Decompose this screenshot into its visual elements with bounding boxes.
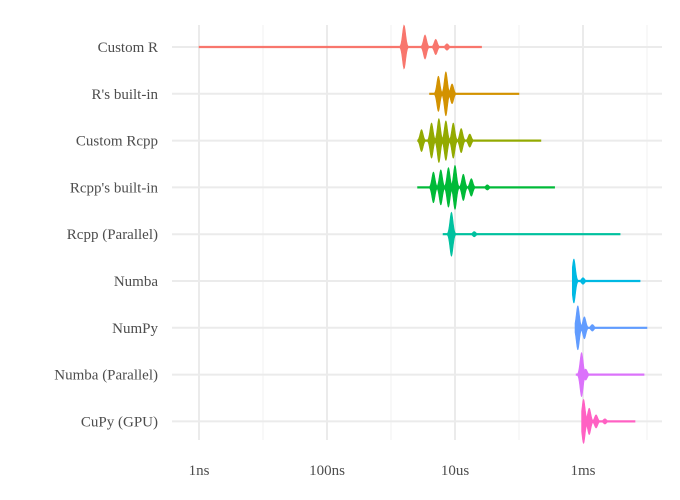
violin-r-s-built-in	[429, 71, 520, 117]
violin-numpy	[574, 305, 648, 351]
category-label: Custom R	[98, 40, 158, 56]
category-label: Numba (Parallel)	[54, 368, 158, 384]
x-axis-tick-layer: 1ns 100ns 10us 1ms	[189, 463, 596, 479]
category-label: R's built-in	[92, 87, 159, 103]
category-label: Rcpp (Parallel)	[67, 227, 158, 243]
x-tick-label: 10us	[441, 463, 470, 479]
violin-rcpp-s-built-in	[417, 165, 555, 210]
violin-numba-parallel	[575, 352, 645, 397]
category-label: Numba	[114, 274, 159, 290]
violin-custom-r	[198, 24, 482, 70]
category-label: NumPy	[112, 321, 158, 337]
x-tick-label: 1ns	[189, 463, 210, 479]
violin-layer	[198, 24, 648, 444]
label-layer: Custom R R's built-in Custom Rcpp Rcpp's bu…	[54, 40, 158, 430]
violin-custom-rcpp	[417, 118, 542, 164]
violin-numba	[571, 258, 641, 304]
violin-cupy-gpu	[581, 399, 636, 444]
violin-rcpp-parallel	[442, 211, 621, 257]
x-tick-label: 100ns	[309, 463, 345, 479]
x-tick-label: 1ms	[570, 463, 595, 479]
grid-layer	[172, 25, 662, 440]
category-label: Custom Rcpp	[76, 134, 158, 150]
category-label: Rcpp's built-in	[70, 180, 159, 196]
category-label: CuPy (GPU)	[81, 414, 158, 430]
